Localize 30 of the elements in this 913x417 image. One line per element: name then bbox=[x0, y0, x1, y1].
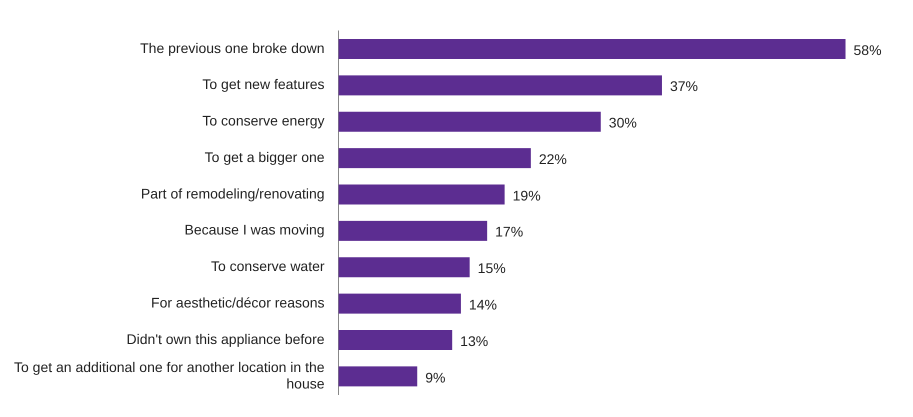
data-label: 37% bbox=[670, 78, 698, 94]
y-tick-label: Part of remodeling/renovating bbox=[140, 185, 325, 202]
bar bbox=[338, 220, 488, 241]
bar bbox=[338, 330, 452, 350]
data-label: 19% bbox=[512, 187, 541, 204]
y-tick-label: To conserve water bbox=[210, 258, 325, 274]
bar bbox=[338, 294, 461, 314]
bar bbox=[338, 366, 418, 386]
bar bbox=[338, 38, 846, 59]
y-tick-label: For aesthetic/décor reasons bbox=[151, 294, 325, 311]
data-label: 22% bbox=[538, 150, 567, 167]
data-label: 30% bbox=[608, 114, 637, 131]
data-label: 9% bbox=[425, 369, 446, 386]
y-tick-label: To get new features bbox=[202, 76, 325, 92]
data-label: 14% bbox=[468, 296, 497, 313]
y-tick-label: To conserve energy bbox=[202, 112, 325, 129]
bar bbox=[338, 184, 505, 205]
bar bbox=[338, 257, 470, 278]
y-tick-label: To get an additional one for another location in the house bbox=[14, 358, 325, 392]
data-label: 15% bbox=[478, 260, 506, 276]
data-label: 58% bbox=[854, 42, 882, 58]
y-tick-label: Didn't own this appliance before bbox=[126, 330, 325, 347]
y-tick-label: The previous one broke down bbox=[140, 40, 325, 56]
bar bbox=[338, 75, 662, 96]
bar bbox=[338, 148, 531, 168]
y-tick-label: Because I was moving bbox=[184, 222, 325, 238]
bar bbox=[338, 112, 601, 132]
data-label: 13% bbox=[460, 332, 488, 349]
data-label: 17% bbox=[495, 224, 524, 240]
y-tick-label: To get a bigger one bbox=[204, 148, 325, 165]
